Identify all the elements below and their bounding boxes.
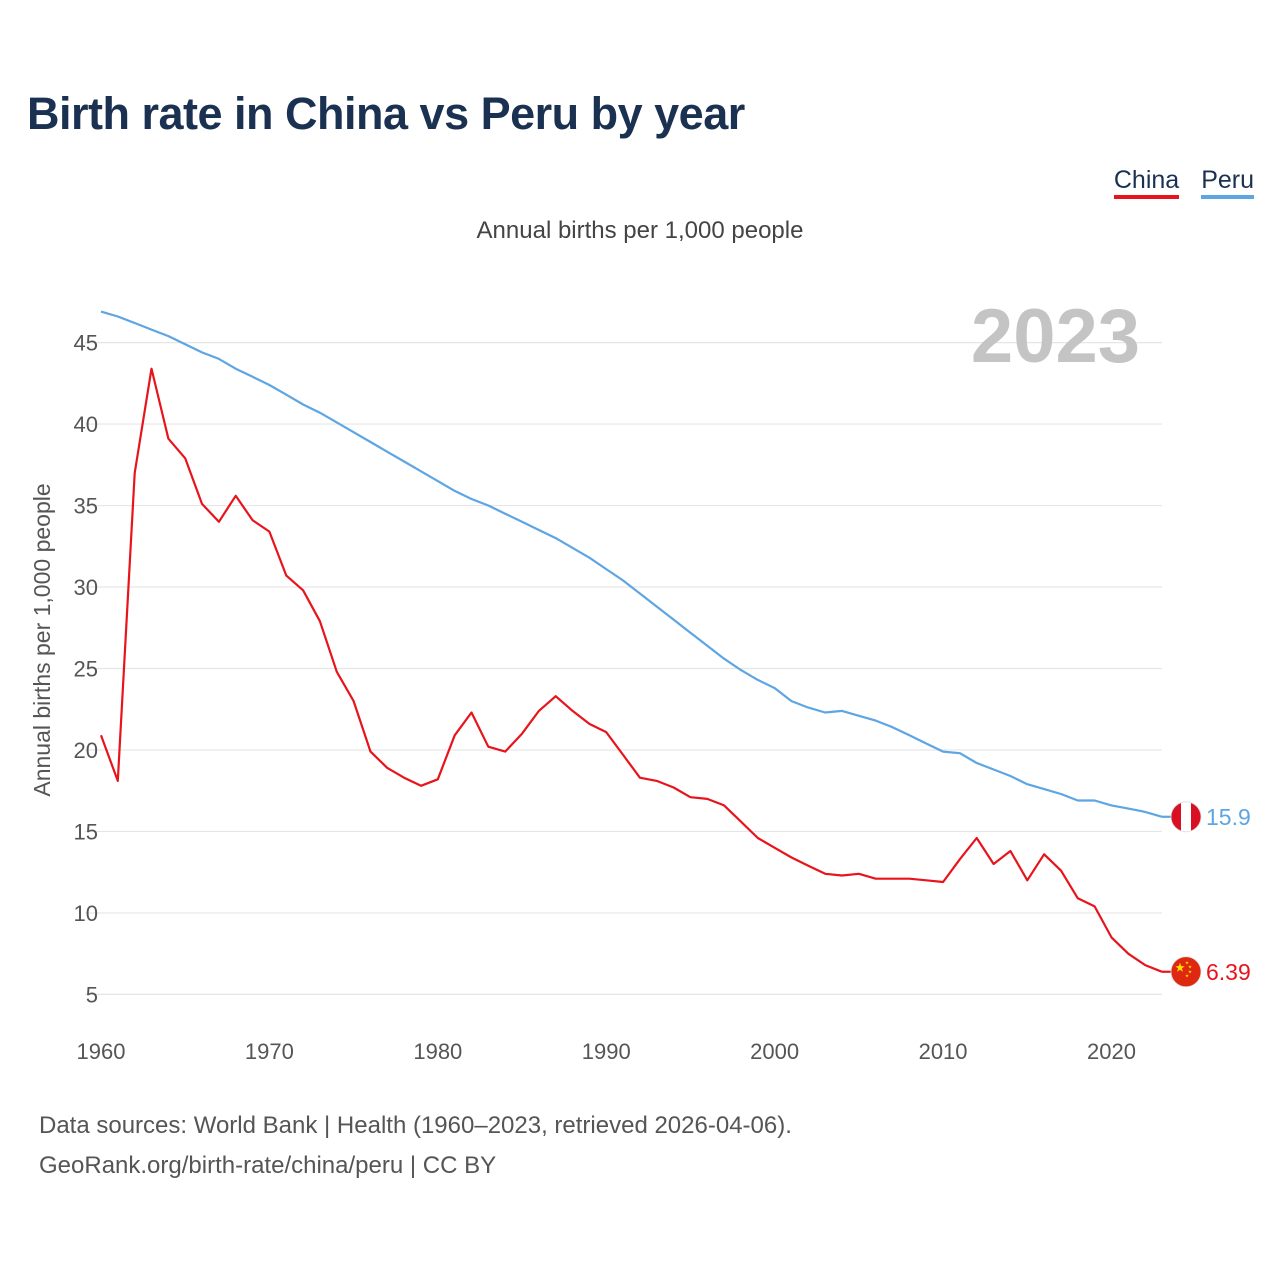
x-tick-label: 1970 bbox=[245, 1039, 294, 1064]
y-tick-label: 20 bbox=[74, 738, 98, 763]
series-lines bbox=[99, 310, 1163, 973]
y-tick-label: 45 bbox=[74, 331, 98, 356]
y-tick-label: 35 bbox=[74, 494, 98, 519]
y-tick-label: 5 bbox=[86, 982, 98, 1007]
gridlines bbox=[85, 341, 1162, 996]
china-flag-icon bbox=[1170, 956, 1202, 988]
year-watermark: 2023 bbox=[971, 294, 1140, 379]
chart-title: Birth rate in China vs Peru by year bbox=[27, 88, 745, 139]
y-tick-label: 15 bbox=[74, 819, 98, 844]
footer: Data sources: World Bank | Health (1960–… bbox=[39, 1106, 792, 1186]
y-tick-label: 25 bbox=[74, 657, 98, 682]
x-tick-label: 1980 bbox=[413, 1039, 462, 1064]
end-value-label-china: 6.39 bbox=[1206, 959, 1251, 985]
legend-item-china[interactable]: China bbox=[1113, 166, 1180, 199]
x-tick-label: 2000 bbox=[750, 1039, 799, 1064]
x-axis-ticks: 1960 1970 1980 1990 2000 2010 2020 bbox=[77, 1039, 1136, 1064]
series-endpoints: 6.39 15.9 bbox=[1162, 801, 1251, 988]
y-axis-label: Annual births per 1,000 people bbox=[29, 483, 55, 796]
x-tick-label: 2020 bbox=[1087, 1039, 1136, 1064]
x-tick-label: 1960 bbox=[77, 1039, 126, 1064]
series-line-china[interactable] bbox=[99, 367, 1163, 973]
legend: China Peru bbox=[1113, 166, 1254, 199]
y-tick-label: 10 bbox=[74, 901, 98, 926]
y-tick-label: 40 bbox=[74, 412, 98, 437]
y-axis-ticks: 5 10 15 20 25 30 35 40 45 bbox=[74, 331, 98, 1008]
x-tick-label: 2010 bbox=[919, 1039, 968, 1064]
chart-subtitle: Annual births per 1,000 people bbox=[476, 217, 804, 244]
data-source-note: Data sources: World Bank | Health (1960–… bbox=[39, 1112, 792, 1139]
series-line-peru[interactable] bbox=[100, 310, 1163, 818]
legend-item-peru[interactable]: Peru bbox=[1201, 166, 1254, 199]
end-value-label-peru: 15.9 bbox=[1206, 804, 1251, 830]
source-url[interactable]: GeoRank.org/birth-rate/china/peru | CC B… bbox=[39, 1152, 497, 1179]
y-tick-label: 30 bbox=[74, 575, 98, 600]
peru-flag-icon bbox=[1170, 801, 1202, 833]
x-tick-label: 1990 bbox=[582, 1039, 631, 1064]
line-chart: 5 10 15 20 25 30 35 40 45 1960 1970 1980 1990 2000 20… bbox=[29, 294, 1251, 1064]
